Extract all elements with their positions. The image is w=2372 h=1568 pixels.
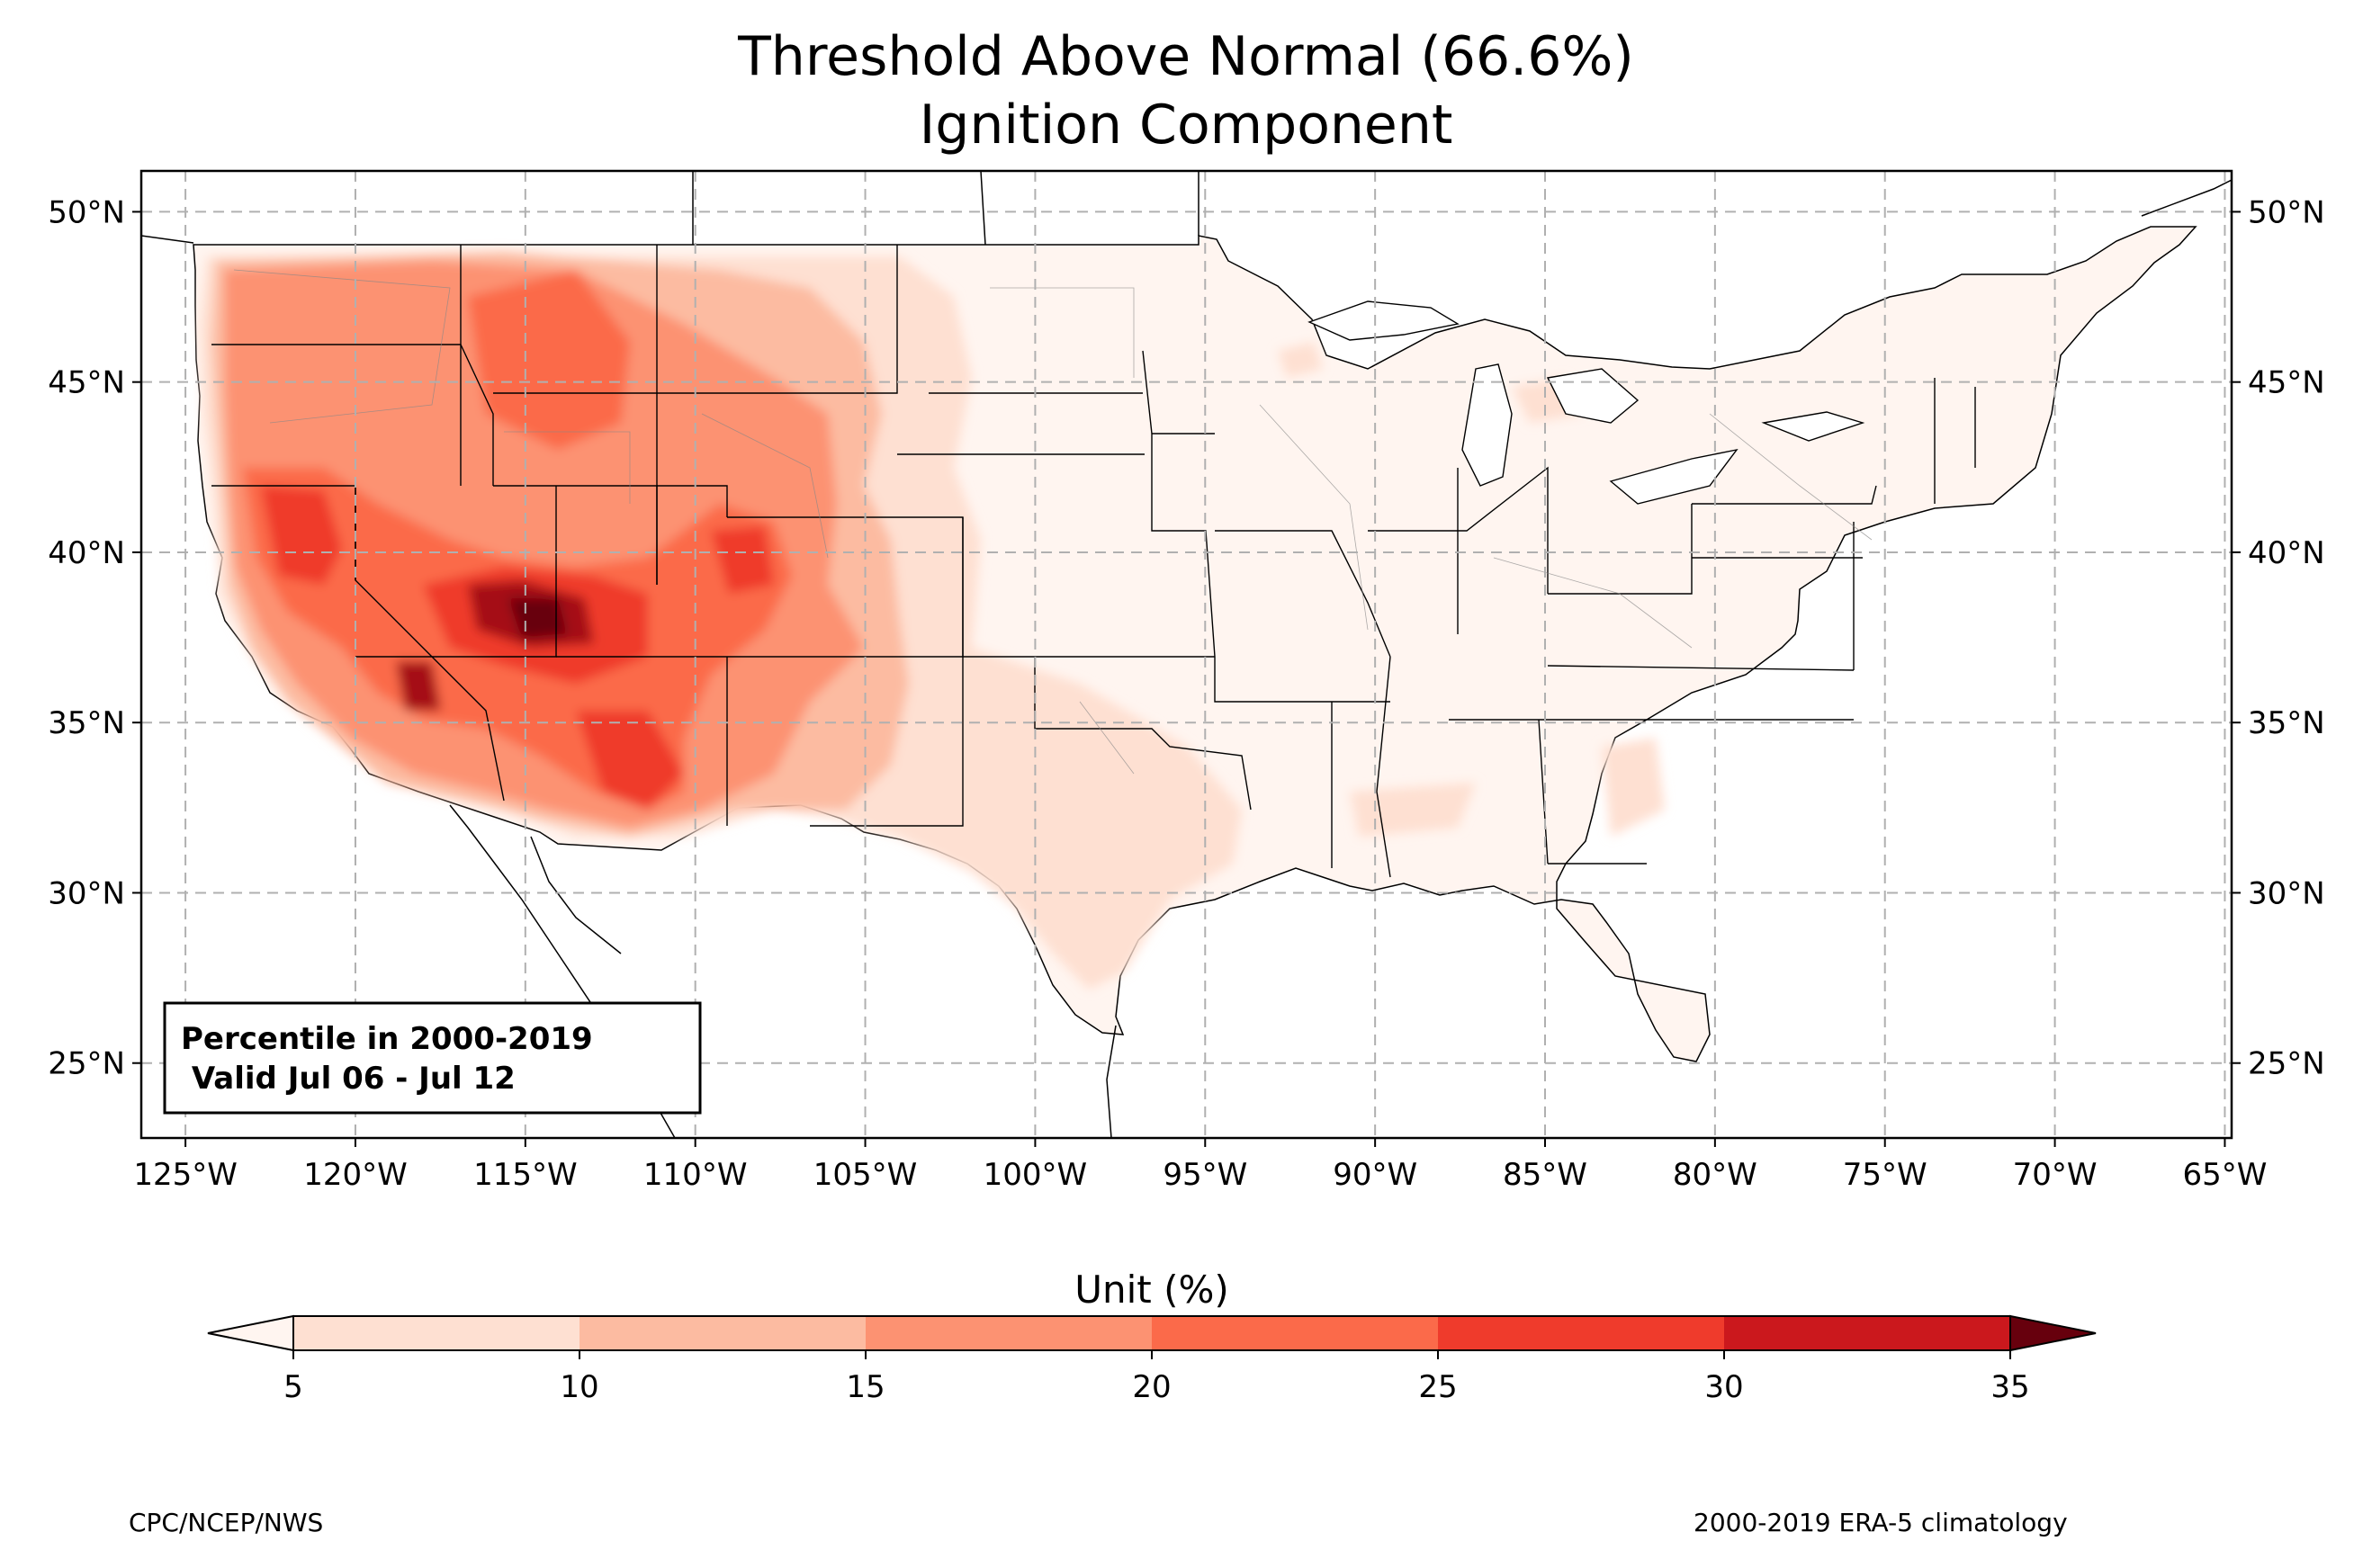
canada-border xyxy=(141,171,2232,246)
colorbar-segment xyxy=(1438,1316,1724,1350)
lat-tick-label-left: 50°N xyxy=(48,194,125,230)
lat-tick-label-left: 25°N xyxy=(48,1046,125,1082)
colorbar-segment xyxy=(866,1316,1152,1350)
contour-25-30-arizona xyxy=(576,711,684,810)
footer-source: CPC/NCEP/NWS xyxy=(129,1508,324,1537)
axis-ticks: 125°W 120°W 115°W 110°W 105°W 100°W 95°W 90°W 85… xyxy=(48,194,2324,1193)
lon-tick-label: 75°W xyxy=(1843,1157,1927,1193)
lat-tick-label-right: 40°N xyxy=(2248,535,2325,571)
map-border xyxy=(139,169,2233,1140)
contour-5-10-georgia xyxy=(1602,738,1665,837)
info-box: Percentile in 2000-2019 Valid Jul 06 - J… xyxy=(163,1001,702,1115)
lat-tick-label-right: 25°N xyxy=(2248,1046,2325,1082)
colorbar-tick-label: 25 xyxy=(1418,1369,1457,1405)
colorbar-tick-label: 30 xyxy=(1704,1369,1743,1405)
map-area xyxy=(141,171,2232,1138)
contour-25-30-colorado xyxy=(711,526,774,594)
colorbar-segment xyxy=(580,1316,866,1350)
lat-tick-label-right: 45°N xyxy=(2248,365,2325,401)
colorbar-tick-label: 15 xyxy=(846,1369,885,1405)
colorbar-tick-label: 10 xyxy=(560,1369,598,1405)
colorbar-segment xyxy=(293,1316,580,1350)
colorbar-segment xyxy=(1152,1316,1438,1350)
lon-tick-label: 125°W xyxy=(133,1157,238,1193)
lon-tick-label: 100°W xyxy=(984,1157,1088,1193)
chart-title-line-1: Threshold Above Normal (66.6%) xyxy=(738,25,1634,88)
lon-tick-label: 90°W xyxy=(1333,1157,1417,1193)
state-borders xyxy=(211,245,1976,878)
lon-tick-label: 110°W xyxy=(643,1157,748,1193)
lon-tick-label: 120°W xyxy=(303,1157,408,1193)
gridlines xyxy=(141,171,2232,1138)
county-lines xyxy=(233,269,1873,775)
colorbar-segment xyxy=(1724,1316,2010,1350)
contour-30-35-california xyxy=(396,661,441,711)
lat-tick-label-left: 40°N xyxy=(48,535,125,571)
contour-fill-layer xyxy=(200,252,1665,990)
contour-over-35 xyxy=(508,598,567,639)
info-box-line-1: Percentile in 2000-2019 xyxy=(181,1021,593,1057)
contour-25-30-sierra xyxy=(261,486,342,585)
info-box-line-2: Valid Jul 06 - Jul 12 xyxy=(181,1061,516,1097)
contour-5-10-minnesota xyxy=(1278,342,1323,378)
lat-tick-label-left: 30°N xyxy=(48,875,125,911)
colorbar-label: Unit (%) xyxy=(1074,1268,1229,1312)
colorbar-extend-over xyxy=(2009,1314,2097,1352)
lat-tick-label-left: 35°N xyxy=(48,705,125,741)
colorbar-tick-label: 20 xyxy=(1132,1369,1171,1405)
lon-tick-label: 105°W xyxy=(813,1157,918,1193)
contour-20-25-northwest xyxy=(468,270,630,450)
footer-climatology: 2000-2019 ERA-5 climatology xyxy=(1694,1508,2068,1537)
lat-tick-label-right: 50°N xyxy=(2248,194,2325,230)
lon-tick-label: 65°W xyxy=(2183,1157,2268,1193)
lat-tick-label-left: 45°N xyxy=(48,365,125,401)
lat-tick-label-right: 30°N xyxy=(2248,875,2325,911)
colorbar-extend-under xyxy=(207,1314,294,1352)
colorbar-tick-label: 5 xyxy=(283,1369,303,1405)
lon-tick-label: 85°W xyxy=(1503,1157,1587,1193)
great-lakes xyxy=(1307,300,1865,505)
lon-tick-label: 70°W xyxy=(2013,1157,2098,1193)
colorbar-tick-label: 35 xyxy=(1990,1369,2029,1405)
lon-tick-label: 115°W xyxy=(473,1157,578,1193)
lat-tick-label-right: 35°N xyxy=(2248,705,2325,741)
lon-tick-label: 80°W xyxy=(1673,1157,1757,1193)
colorbar: 5 10 15 20 25 30 35 xyxy=(207,1314,2097,1405)
lon-tick-label: 95°W xyxy=(1163,1157,1247,1193)
chart-title-line-2: Ignition Component xyxy=(919,94,1453,157)
